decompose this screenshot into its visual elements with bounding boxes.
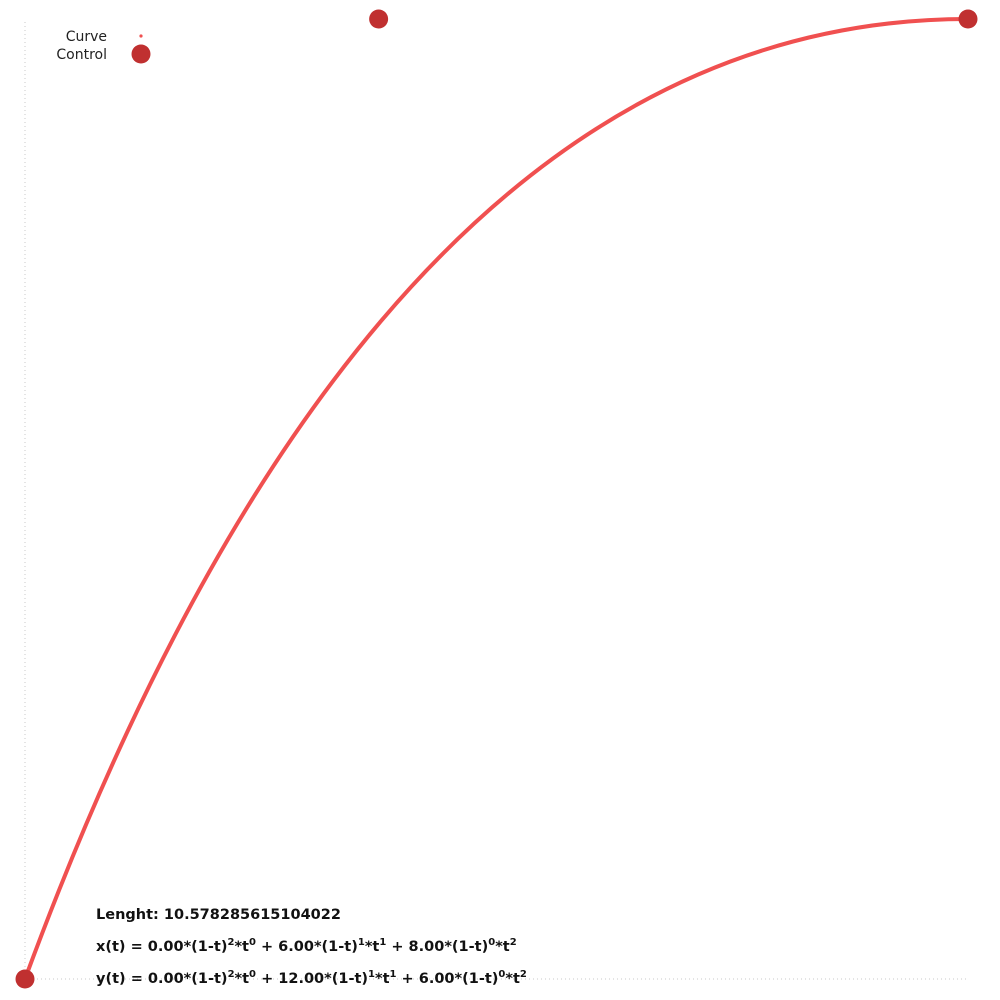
x-eq-term-1: 6.00*(1-t)1*t1 xyxy=(278,937,387,955)
legend-curve-swatch xyxy=(139,34,143,38)
x-eq-term-1-power-1mt: 1 xyxy=(357,937,365,948)
curve-layer xyxy=(23,17,970,981)
x-eq-lhs: x(t) xyxy=(96,939,126,955)
y-eq-term-2-power-1mt: 0 xyxy=(498,969,506,980)
y-equation: y(t) = 0.00*(1-t)2*t0 + 12.00*(1-t)1*t1 … xyxy=(96,969,527,987)
control-points-layer xyxy=(15,9,978,989)
y-eq-term-2: 6.00*(1-t)0*t2 xyxy=(418,969,527,987)
control-point-1 xyxy=(369,9,389,29)
x-eq-term-0-coef: 0.00 xyxy=(147,939,184,955)
x-eq-term-1-power-t: 1 xyxy=(379,937,387,948)
y-eq-term-0-power-1mt: 2 xyxy=(227,969,235,980)
y-eq-term-0: 0.00*(1-t)2*t0 xyxy=(147,969,257,987)
y-eq-term-1: 12.00*(1-t)1*t1 xyxy=(278,969,397,987)
y-eq-term-1-coef: 12.00 xyxy=(278,971,325,987)
x-eq-term-2-power-t: 2 xyxy=(509,937,517,948)
control-point-2 xyxy=(958,9,978,29)
x-eq-term-0-power-t: 0 xyxy=(248,937,256,948)
axes xyxy=(24,22,968,980)
legend-control-swatch xyxy=(131,44,151,64)
legend-curve-label: Curve xyxy=(66,29,107,45)
x-eq-term-0-power-1mt: 2 xyxy=(227,937,235,948)
x-eq-term-2-power-1mt: 0 xyxy=(488,937,496,948)
y-eq-term-0-power-t: 0 xyxy=(249,969,257,980)
x-eq-term-0: 0.00*(1-t)2*t0 xyxy=(147,937,256,955)
length-label: Lenght: xyxy=(96,907,159,923)
legend-control-label: Control xyxy=(56,47,107,63)
x-equation: x(t) = 0.00*(1-t)2*t0 + 6.00*(1-t)1*t1 +… xyxy=(96,937,517,955)
y-eq-lhs: y(t) xyxy=(96,971,126,987)
length-annotation: Lenght: 10.578285615104022 xyxy=(96,908,341,923)
y-eq-term-2-power-t: 2 xyxy=(519,969,527,980)
y-eq-term-1-power-1mt: 1 xyxy=(368,969,375,980)
y-eq-term-2-coef: 6.00 xyxy=(418,971,455,987)
x-eq-term-2: 8.00*(1-t)0*t2 xyxy=(408,937,517,955)
y-eq-term-1-power-t: 1 xyxy=(389,969,397,980)
legend: Curve Control xyxy=(56,29,151,64)
length-value: 10.578285615104022 xyxy=(163,907,341,923)
x-eq-term-1-coef: 6.00 xyxy=(278,939,314,955)
y-eq-term-0-coef: 0.00 xyxy=(147,971,184,987)
x-eq-term-2-coef: 8.00 xyxy=(408,939,445,955)
bezier-curve xyxy=(23,17,970,981)
control-point-0 xyxy=(15,969,35,989)
